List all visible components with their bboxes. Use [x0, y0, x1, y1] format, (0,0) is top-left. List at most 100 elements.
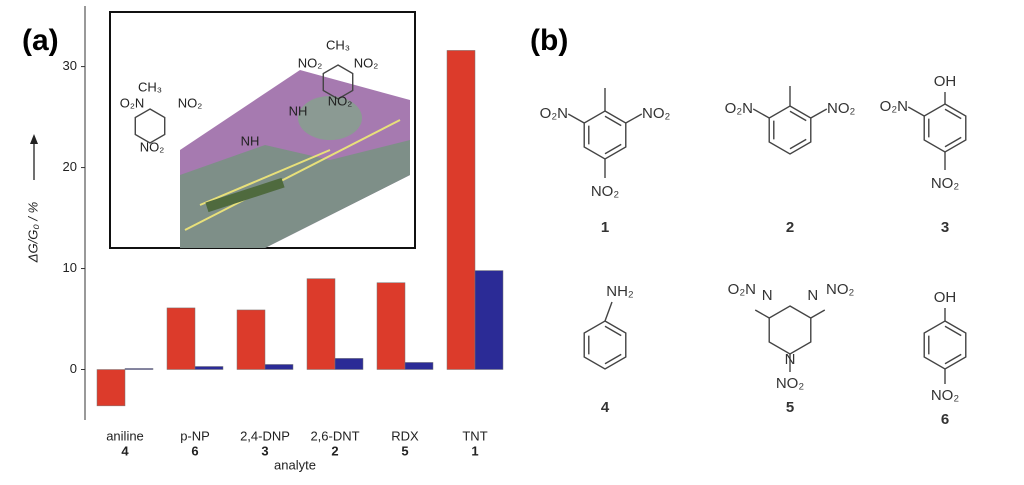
channel	[180, 140, 410, 248]
x-tick-label: TNT	[462, 428, 487, 443]
substituent: N	[785, 351, 796, 368]
bond	[789, 110, 807, 122]
bar	[236, 309, 266, 370]
substituent: NO₂	[776, 375, 805, 392]
bond	[604, 143, 622, 155]
bond	[604, 115, 622, 127]
structure-number: 6	[941, 411, 949, 428]
nanowire	[205, 177, 285, 213]
structure-number: 4	[601, 399, 610, 416]
inset-label: CH₃	[138, 79, 162, 94]
inset-label: NO₂	[140, 139, 165, 154]
bond	[944, 353, 962, 365]
well	[298, 96, 362, 140]
bond	[944, 136, 962, 148]
bar	[376, 282, 406, 370]
bar	[334, 358, 364, 370]
bar	[306, 278, 336, 370]
y-tick-label: 0	[70, 361, 77, 376]
substituent: O₂N	[540, 105, 568, 122]
x-tick-number: 3	[261, 443, 268, 458]
ring	[134, 108, 166, 144]
bar	[404, 362, 434, 370]
substituent: NO₂	[931, 387, 960, 404]
wire	[199, 149, 331, 206]
bond	[810, 108, 828, 119]
bond	[810, 309, 826, 319]
bar	[96, 369, 126, 407]
x-tick-number: 5	[401, 443, 408, 458]
bond	[789, 138, 807, 150]
x-tick-number: 2	[331, 443, 338, 458]
bond	[625, 113, 643, 124]
inset-label: NO₂	[354, 55, 379, 70]
inset-label: NO₂	[328, 93, 353, 108]
bar	[264, 364, 294, 370]
ring	[768, 105, 812, 155]
substituent: O₂N	[728, 281, 756, 298]
x-tick-number: 6	[191, 443, 198, 458]
ring	[923, 320, 967, 370]
substituent: NO₂	[931, 175, 960, 192]
structure-number: 1	[601, 219, 609, 236]
bond	[752, 108, 770, 119]
substituent: NO₂	[827, 100, 856, 117]
bar	[194, 366, 224, 370]
bar	[446, 50, 476, 370]
structure-number: 2	[786, 219, 794, 236]
bar	[124, 368, 154, 370]
bond	[604, 325, 622, 337]
substituent: N	[807, 287, 818, 304]
substituent: OH	[934, 289, 957, 306]
arrow-head	[30, 134, 38, 144]
y-tick-label: 10	[63, 260, 77, 275]
ring	[583, 320, 627, 370]
x-tick-number: 1	[471, 443, 478, 458]
bond	[907, 106, 925, 117]
x-tick-label: 2,4-DNP	[240, 428, 290, 443]
x-tick-label: p-NP	[180, 428, 210, 443]
structure-number: 5	[786, 399, 794, 416]
ring	[322, 64, 354, 100]
panel-label: (a)	[22, 24, 59, 57]
x-axis-label: analyte	[274, 457, 316, 472]
substituent: OH	[934, 73, 957, 90]
bond	[604, 301, 613, 322]
ring	[923, 103, 967, 153]
wire	[184, 119, 401, 231]
bond	[604, 353, 622, 365]
bar	[166, 307, 196, 370]
substituent: O₂N	[725, 100, 753, 117]
substituent: NO₂	[642, 105, 671, 122]
x-tick-number: 4	[121, 443, 129, 458]
inset-label: NH	[289, 103, 308, 118]
inset-label: CH₃	[326, 37, 350, 52]
inset-label: NH	[241, 133, 260, 148]
y-tick-label: 20	[63, 159, 77, 174]
substituent: NO₂	[591, 183, 620, 200]
y-tick-label: 30	[63, 58, 77, 73]
x-tick-label: RDX	[391, 428, 419, 443]
bar	[474, 270, 504, 370]
inset-label: O₂N	[120, 95, 145, 110]
bond	[944, 325, 962, 337]
substituent: NH₂	[606, 283, 634, 300]
substituent: O₂N	[880, 98, 908, 115]
x-tick-label: 2,6-DNT	[310, 428, 359, 443]
bond	[754, 309, 770, 319]
bond	[567, 113, 585, 124]
substituent: N	[762, 287, 773, 304]
inset-label: NO₂	[298, 55, 323, 70]
inset-label: NO₂	[178, 95, 203, 110]
y-axis-label: ΔG/G₀ / %	[25, 202, 40, 263]
bond	[944, 108, 962, 120]
ring	[768, 305, 812, 355]
ring	[583, 110, 627, 160]
substituent: NO₂	[826, 281, 855, 298]
structure-number: 3	[941, 219, 949, 236]
panel-label: (b)	[530, 24, 568, 57]
x-tick-label: aniline	[106, 428, 144, 443]
